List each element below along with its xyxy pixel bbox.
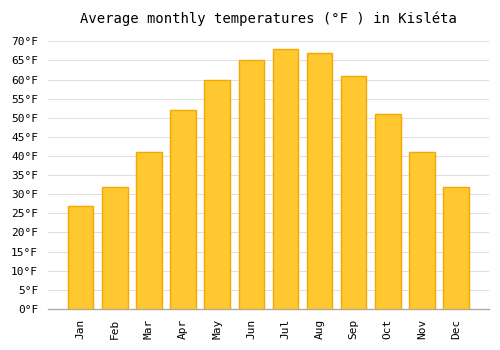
Bar xyxy=(307,53,332,309)
Bar xyxy=(375,114,400,309)
Bar xyxy=(238,61,264,309)
Bar xyxy=(170,110,196,309)
Bar xyxy=(136,152,162,309)
Bar xyxy=(341,76,366,309)
Bar xyxy=(68,206,94,309)
Title: Average monthly temperatures (°F ) in Kisléta: Average monthly temperatures (°F ) in Ki… xyxy=(80,11,457,26)
Bar xyxy=(204,79,230,309)
Bar xyxy=(409,152,434,309)
Bar xyxy=(272,49,298,309)
Bar xyxy=(102,187,128,309)
Bar xyxy=(443,187,469,309)
